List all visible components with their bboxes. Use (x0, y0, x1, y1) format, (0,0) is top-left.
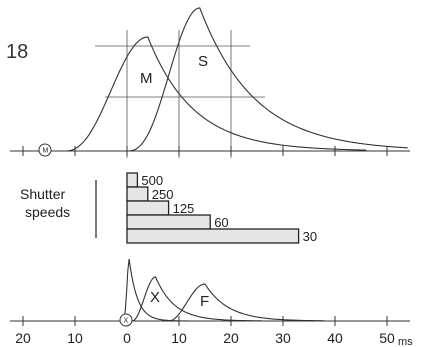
x-axis-tick-label: 20 (223, 330, 239, 346)
m-origin-marker-letter: M (43, 148, 49, 155)
x-axis-tick-label: 10 (171, 330, 187, 346)
x-curve-label: X (150, 289, 160, 306)
figure-number: 18 (6, 41, 28, 63)
shutter-bar-30 (126, 228, 300, 244)
x-axis-tick-label: 10 (67, 330, 83, 346)
shutter-bar-500 (126, 172, 139, 188)
x-axis-tick-label: 40 (327, 330, 343, 346)
top-curves (64, 7, 408, 152)
shutter-bar-125 (126, 200, 170, 216)
shutter-bar-label-60: 60 (214, 215, 228, 230)
f-flash-curve (168, 283, 325, 322)
shutter-bar-label-500: 500 (141, 173, 163, 188)
x-axis-labels: 20 10 0 10 20 30 40 50 (15, 330, 395, 346)
x-flash-curve (132, 276, 263, 322)
shutter-bar-label-250: 250 (152, 187, 174, 202)
shutter-bar-label-125: 125 (173, 201, 195, 216)
s-curve-label: S (198, 53, 208, 70)
shutter-label-line2: speeds (25, 204, 70, 220)
shutter-label-line1: Shutter (20, 186, 65, 202)
m-curve-label: M (140, 70, 153, 87)
shutter-bar-label-30: 30 (303, 229, 317, 244)
s-flash-curve (127, 7, 408, 152)
x-axis-tick-label: 20 (15, 330, 31, 346)
bottom-curves (123, 258, 325, 322)
x-axis-tick-label: 50 (379, 330, 395, 346)
m-origin-marker (38, 143, 52, 157)
shutter-bar-60 (126, 214, 211, 230)
top-grid (22, 30, 388, 158)
x-axis-tick-label: 30 (275, 330, 291, 346)
x-origin-marker-letter: X (124, 318, 129, 325)
bottom-panel: X F X (10, 258, 410, 327)
f-curve-label: F (200, 293, 209, 310)
x-axis-unit: ms (398, 336, 413, 347)
m-flash-curve (64, 36, 367, 152)
x-sync-spike (123, 258, 189, 322)
shutter-bar-250 (126, 186, 149, 202)
top-panel: M S M (10, 7, 410, 158)
x-axis-tick-label: 0 (123, 330, 131, 346)
x-origin-marker (119, 313, 133, 327)
